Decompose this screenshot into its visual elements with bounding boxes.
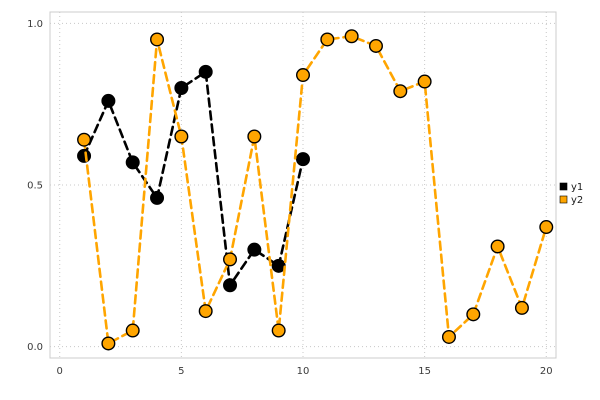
marker-y2 [296,68,311,83]
plot-border [49,11,557,359]
marker-y2 [466,307,481,322]
legend-label-y1: y1 [571,182,583,193]
marker-y1 [271,258,286,273]
marker-y2 [344,29,359,44]
x-tick-label: 15 [418,366,431,377]
y-tick-label: 0.0 [27,342,43,353]
marker-y2 [539,220,554,235]
marker-y2 [150,32,165,47]
marker-y1 [198,64,213,79]
marker-y2 [101,336,116,351]
marker-y2 [198,304,213,319]
marker-y2 [77,132,92,147]
marker-y2 [514,300,529,315]
marker-y1 [101,93,116,108]
x-tick-label: 10 [297,366,310,377]
marker-y2 [271,323,286,338]
marker-y1 [174,80,189,95]
legend-swatch-y2 [559,195,568,204]
y-tick-label: 0.5 [27,181,43,192]
marker-y1 [247,242,262,257]
legend-swatch-y1 [559,182,568,191]
x-tick-label: 5 [178,366,184,377]
marker-y1 [150,190,165,205]
marker-y2 [368,38,383,53]
marker-y1 [223,278,238,293]
marker-y2 [441,329,456,344]
marker-y1 [296,152,311,167]
marker-y2 [320,32,335,47]
marker-y2 [417,74,432,89]
series-line-y1 [82,69,305,289]
marker-y2 [125,323,140,338]
x-tick-label: 0 [57,366,63,377]
marker-y1 [125,155,140,170]
marker-y2 [174,129,189,144]
series-line-y2 [82,34,548,346]
x-tick-label: 20 [540,366,553,377]
legend-label-y2: y2 [571,195,583,206]
marker-y1 [77,148,92,163]
marker-y2 [490,239,505,254]
marker-y2 [393,84,408,99]
marker-y2 [223,252,238,267]
y-tick-label: 1.0 [27,19,43,30]
marker-y2 [247,129,262,144]
